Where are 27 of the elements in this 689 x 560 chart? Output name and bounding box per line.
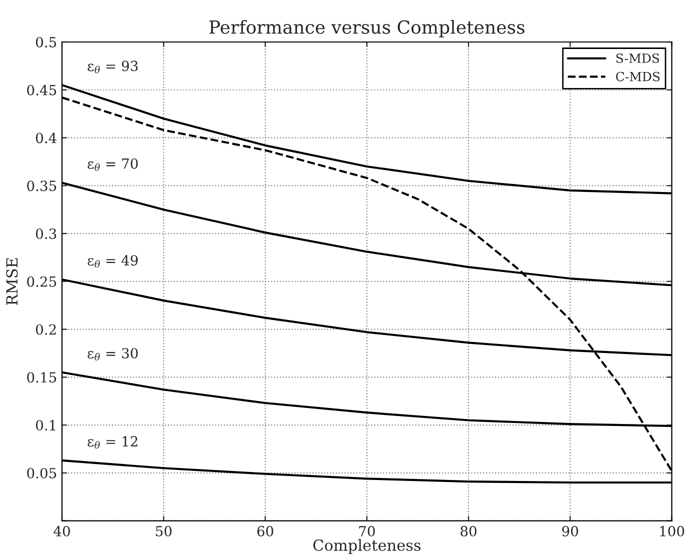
y-tick-label: 0.45 xyxy=(27,84,56,96)
annotation: ε$_{θ}$ = 30 xyxy=(88,348,138,361)
x-tick-label: 80 xyxy=(460,526,476,536)
x-tick-label: 70 xyxy=(359,526,375,536)
x-tick-label: 40 xyxy=(54,526,70,536)
y-tick-label: 0.5 xyxy=(36,36,56,48)
annotation: ε$_{θ}$ = 93 xyxy=(88,60,138,74)
x-tick-label: 90 xyxy=(562,526,578,536)
y-tick-label: 0.05 xyxy=(27,468,56,478)
legend-label: S-MDS xyxy=(616,53,660,63)
y-tick-label: 0.1 xyxy=(36,420,56,431)
annotation: ε$_{θ}$ = 70 xyxy=(88,158,138,171)
y-tick-label: 0.3 xyxy=(36,228,56,239)
annotation: ε$_{θ}$ = 49 xyxy=(88,255,138,268)
y-axis-title: RMSE xyxy=(6,258,18,305)
y-tick-label: 0.25 xyxy=(27,276,56,287)
y-tick-label: 0.35 xyxy=(27,180,56,192)
x-tick-label: 60 xyxy=(257,526,274,536)
x-tick-label: 100 xyxy=(660,526,684,536)
y-tick-label: 0.4 xyxy=(36,132,56,144)
legend-label: C-MDS xyxy=(616,72,660,82)
x-axis-title: Completeness xyxy=(313,539,421,554)
y-tick-label: 0.15 xyxy=(27,372,56,383)
annotation: ε$_{θ}$ = 12 xyxy=(88,436,138,449)
x-tick-label: 50 xyxy=(156,526,172,536)
y-tick-label: 0.2 xyxy=(36,324,56,335)
chart-title: Performance versus Completeness xyxy=(209,20,524,38)
